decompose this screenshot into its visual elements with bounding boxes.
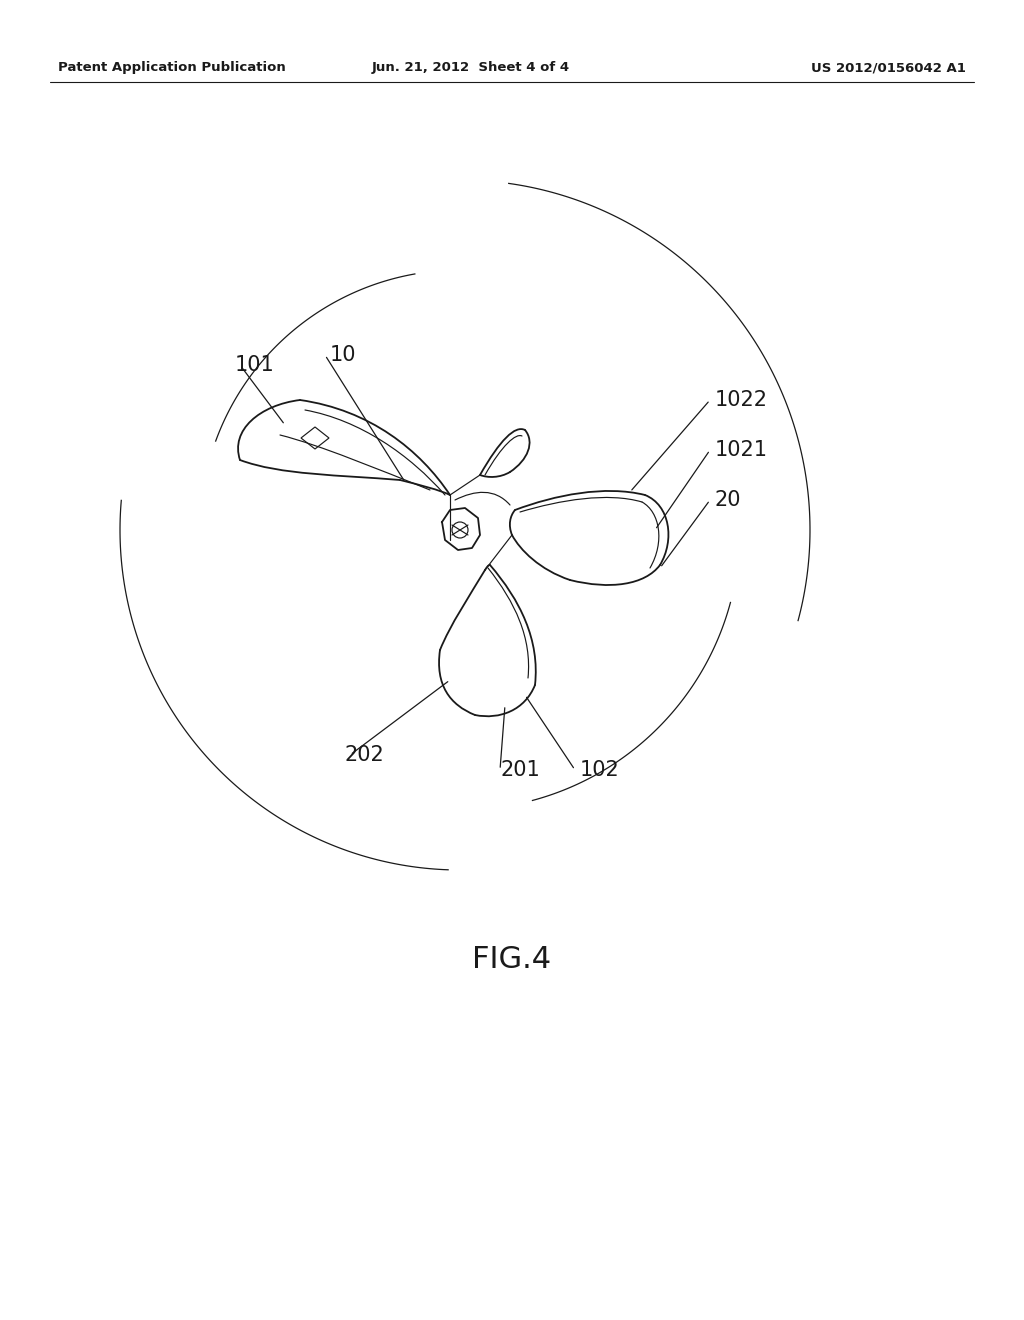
- Text: 101: 101: [234, 355, 274, 375]
- Text: Patent Application Publication: Patent Application Publication: [58, 62, 286, 74]
- Text: 102: 102: [580, 760, 620, 780]
- Text: 201: 201: [500, 760, 540, 780]
- Text: 10: 10: [330, 345, 356, 366]
- Text: 1021: 1021: [715, 440, 768, 459]
- Text: 202: 202: [345, 744, 385, 766]
- Text: US 2012/0156042 A1: US 2012/0156042 A1: [811, 62, 966, 74]
- Text: 1022: 1022: [715, 389, 768, 411]
- Text: FIG.4: FIG.4: [472, 945, 552, 974]
- Text: Jun. 21, 2012  Sheet 4 of 4: Jun. 21, 2012 Sheet 4 of 4: [372, 62, 570, 74]
- Text: 20: 20: [715, 490, 741, 510]
